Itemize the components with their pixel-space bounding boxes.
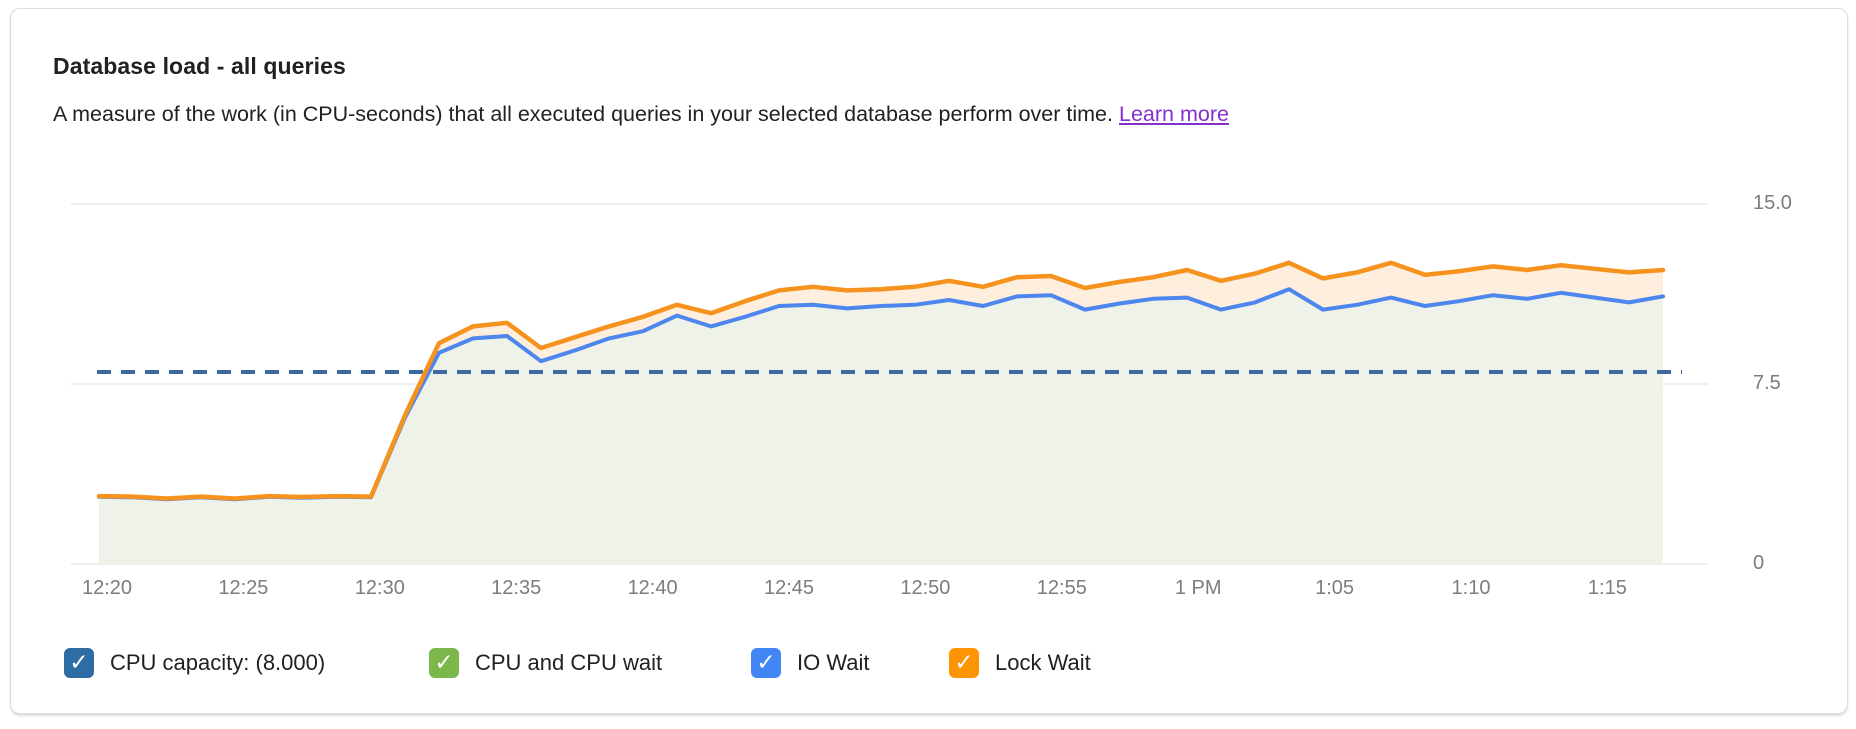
x-tick-label: 12:55 bbox=[1036, 577, 1087, 599]
y-tick-label: 15.0 bbox=[1753, 192, 1792, 214]
database-load-card: Database load - all queries A measure of… bbox=[10, 8, 1848, 714]
card-subtitle: A measure of the work (in CPU-seconds) t… bbox=[53, 99, 1453, 129]
x-tick-label: 1 PM bbox=[1174, 577, 1222, 599]
legend-item-io-wait[interactable]: ✓ IO Wait bbox=[751, 646, 870, 680]
check-icon: ✓ bbox=[756, 648, 776, 675]
legend-label-io-wait: IO Wait bbox=[797, 650, 870, 675]
legend-item-cpu-and-cpu-wait[interactable]: ✓ CPU and CPU wait bbox=[429, 646, 662, 680]
legend-item-cpu-capacity[interactable]: ✓ CPU capacity: (8.000) bbox=[64, 646, 325, 680]
x-tick-label: 12:25 bbox=[218, 577, 269, 599]
y-tick-label: 0 bbox=[1753, 552, 1765, 574]
x-tick-label: 12:30 bbox=[354, 577, 405, 599]
x-tick-label: 12:20 bbox=[81, 577, 133, 599]
legend-label-cpu-capacity: CPU capacity: (8.000) bbox=[110, 650, 326, 675]
learn-more-link[interactable]: Learn more bbox=[1118, 102, 1229, 126]
legend-label-cpu-and-cpu-wait: CPU and CPU wait bbox=[475, 650, 663, 675]
check-icon: ✓ bbox=[434, 648, 454, 675]
cpu-and-cpu-wait-checkbox[interactable]: ✓ bbox=[429, 648, 459, 678]
x-tick-label: 12:35 bbox=[491, 577, 542, 599]
check-icon: ✓ bbox=[954, 648, 974, 675]
lock-wait-checkbox[interactable]: ✓ bbox=[949, 648, 979, 678]
legend-item-lock-wait[interactable]: ✓ Lock Wait bbox=[949, 646, 1091, 680]
x-tick-label: 12:50 bbox=[900, 577, 951, 599]
page-title: Database load - all queries bbox=[53, 53, 346, 79]
x-tick-label: 1:05 bbox=[1315, 577, 1355, 599]
y-tick-label: 7.5 bbox=[1753, 372, 1781, 394]
chart-legend: ✓ CPU capacity: (8.000) ✓ CPU and CPU wa… bbox=[11, 646, 1847, 682]
x-tick-label: 1:10 bbox=[1451, 577, 1491, 599]
load-chart-canvas[interactable] bbox=[11, 9, 1856, 729]
cpu-area-fill bbox=[99, 289, 1663, 564]
x-tick-label: 12:45 bbox=[763, 577, 815, 599]
subtitle-text: A measure of the work (in CPU-seconds) t… bbox=[53, 102, 1113, 126]
cpu-capacity-checkbox[interactable]: ✓ bbox=[64, 648, 94, 678]
lock-wait-area-fill bbox=[99, 262, 1663, 500]
io-wait-checkbox[interactable]: ✓ bbox=[751, 648, 781, 678]
lock-wait-line bbox=[96, 260, 1666, 501]
x-tick-label: 12:40 bbox=[627, 577, 678, 599]
x-tick-label: 1:15 bbox=[1587, 577, 1627, 599]
check-icon: ✓ bbox=[69, 648, 89, 675]
legend-label-lock-wait: Lock Wait bbox=[995, 650, 1091, 675]
